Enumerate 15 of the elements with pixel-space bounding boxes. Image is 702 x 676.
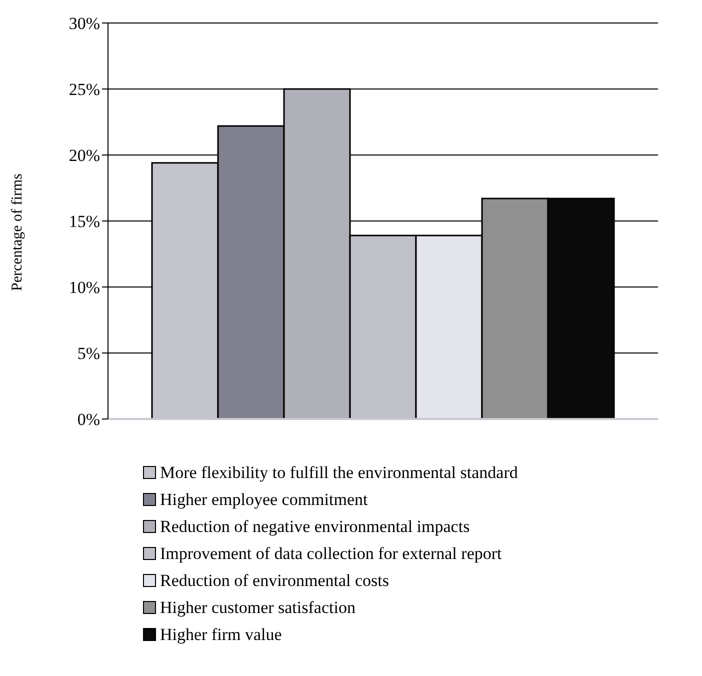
- y-tick-label: 5%: [77, 344, 100, 364]
- legend-label: Higher firm value: [160, 624, 282, 646]
- y-tick-label: 10%: [68, 278, 100, 298]
- y-tick-label: 30%: [68, 14, 100, 34]
- legend-label: Reduction of negative environmental impacts: [160, 516, 470, 538]
- y-tick-label: 25%: [68, 80, 100, 100]
- legend-label: Higher employee commitment: [160, 489, 368, 511]
- y-tick-label: 0%: [77, 410, 100, 430]
- legend-label: Reduction of environmental costs: [160, 570, 389, 592]
- legend-label: Improvement of data collection for external report: [160, 543, 502, 565]
- legend-label: Higher customer satisfaction: [160, 597, 356, 619]
- y-axis-title: Percentage of firms: [9, 173, 26, 291]
- legend-label: More flexibility to fulfill the environmental standard: [160, 462, 518, 484]
- y-tick-label: 20%: [68, 146, 100, 166]
- y-tick-label: 15%: [68, 212, 100, 232]
